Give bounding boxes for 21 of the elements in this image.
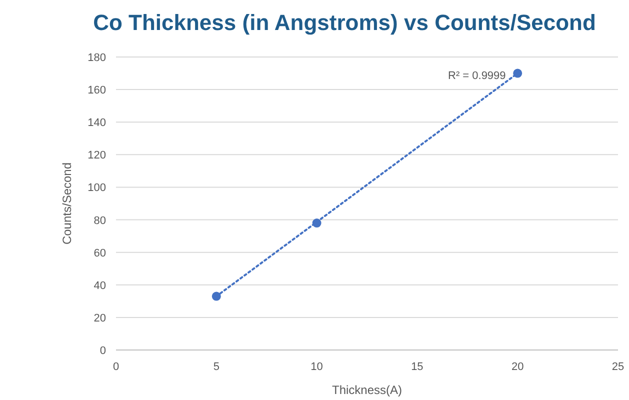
x-tick-label: 5 <box>213 361 220 373</box>
y-tick-label: 100 <box>88 182 106 194</box>
annotation: R² = 0.9999 <box>448 70 506 82</box>
y-tick-label: 120 <box>88 150 106 162</box>
chart-title: Co Thickness (in Angstroms) vs Counts/Second <box>93 10 596 35</box>
x-axis-title: Thickness(A) <box>332 383 402 397</box>
y-tick-label: 180 <box>88 52 106 64</box>
y-tick-label: 60 <box>94 247 106 260</box>
x-tick-label: 20 <box>511 361 524 373</box>
y-tick-label: 140 <box>88 117 106 130</box>
y-tick-label: 160 <box>88 84 106 97</box>
y-tick-label: 80 <box>94 214 106 227</box>
y-tick-label: 40 <box>94 280 106 292</box>
x-tick-label: 25 <box>612 361 624 373</box>
x-tick-label: 15 <box>411 361 424 373</box>
y-tick-label: 20 <box>94 312 106 324</box>
x-tick-label: 0 <box>112 361 120 373</box>
x-tick-label: 10 <box>310 361 323 373</box>
y-axis-title: Counts/Second <box>60 162 74 245</box>
y-tick-label: 0 <box>100 345 106 357</box>
point <box>513 68 522 78</box>
